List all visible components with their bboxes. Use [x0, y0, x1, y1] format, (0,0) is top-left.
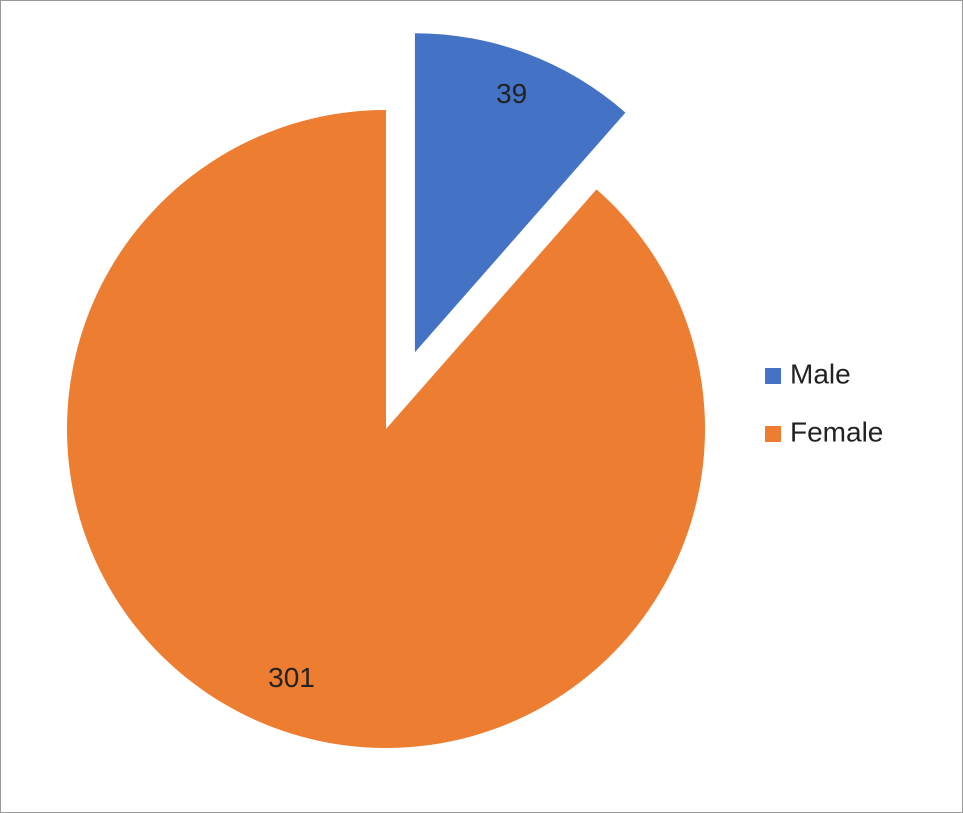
legend-label: Male — [790, 358, 851, 389]
data-label: 301 — [268, 662, 315, 693]
pie-slice — [66, 110, 706, 748]
legend-swatch — [765, 426, 781, 442]
legend-swatch — [765, 368, 781, 384]
legend-label: Female — [790, 416, 883, 447]
data-label: 39 — [496, 78, 527, 109]
pie-slice — [414, 33, 626, 353]
